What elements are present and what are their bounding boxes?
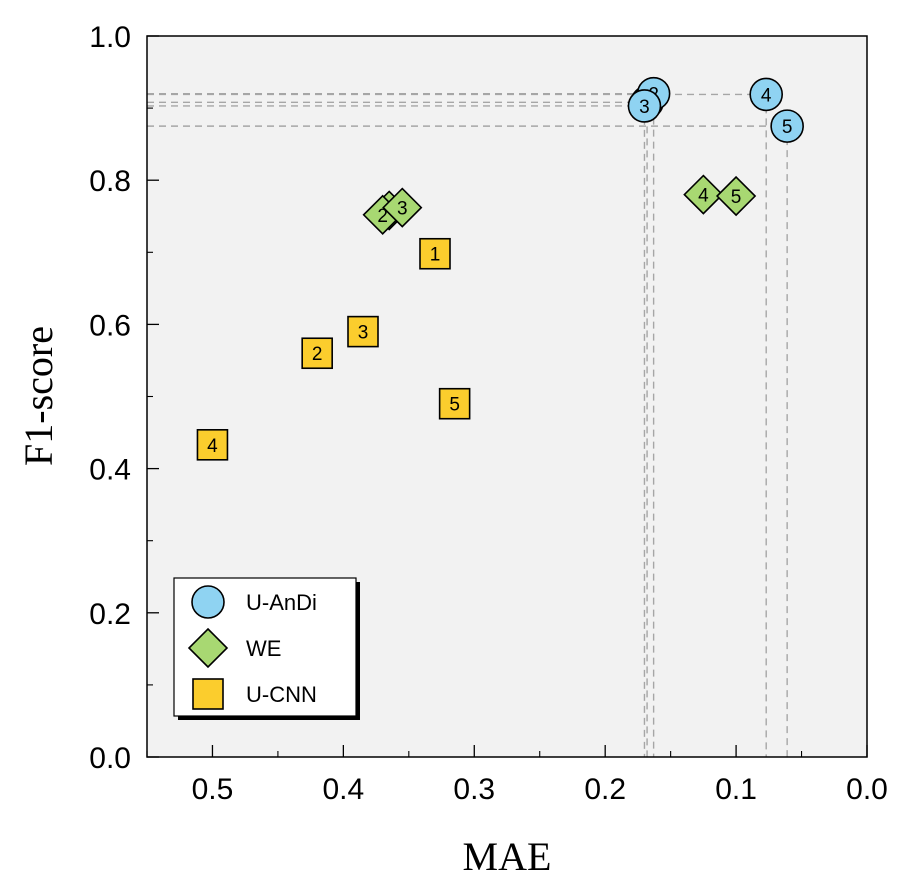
- legend-label: U-AnDi: [246, 590, 317, 615]
- data-point-label: 5: [782, 117, 793, 138]
- legend: U-AnDi WE U-CNN: [173, 577, 360, 720]
- x-tick-label: 0.2: [584, 773, 626, 806]
- data-point-diamond: [715, 175, 757, 217]
- y-tick-label: 0.8: [89, 165, 131, 198]
- data-point-label: 2: [377, 206, 388, 227]
- x-tick-label: 0.3: [453, 773, 495, 806]
- data-point-diamond: [382, 187, 423, 228]
- legend-shadow: [356, 582, 360, 720]
- data-point-label: 3: [397, 199, 408, 220]
- data-point-circle: [749, 77, 784, 112]
- data-point-circle: [627, 89, 662, 123]
- data-point-label: 1: [430, 245, 441, 266]
- legend-label: WE: [246, 636, 281, 661]
- x-tick-label: 0.4: [323, 773, 365, 806]
- data-point-label: 4: [207, 436, 218, 457]
- y-tick-label: 0.2: [89, 598, 131, 631]
- data-point-label: 5: [449, 395, 460, 416]
- x-axis-title: MAE: [463, 834, 552, 879]
- legend-marker-square: [192, 678, 224, 710]
- data-point-square: [301, 337, 333, 370]
- x-tick-label: 0.1: [715, 773, 757, 806]
- data-point-square: [347, 315, 379, 348]
- legend-shadow-bottom: [178, 716, 360, 720]
- axis-ticks: 0.5 0.4 0.3 0.2 0.1 0.0 0.0 0.2 0.4 0.6 0.8 1.0: [89, 21, 888, 806]
- y-tick-label: 0.6: [89, 309, 131, 342]
- data-point-square: [438, 387, 471, 420]
- legend-marker-circle: [191, 585, 225, 619]
- legend-label: U-CNN: [246, 682, 317, 707]
- data-point-circle: [770, 109, 804, 143]
- data-point-diamond: [683, 174, 724, 215]
- data-point-square: [196, 429, 229, 461]
- legend-marker-diamond: [187, 627, 229, 669]
- y-tick-label: 0.0: [89, 742, 131, 775]
- data-point-label: 2: [312, 344, 323, 365]
- x-tick-label: 0.5: [192, 773, 234, 806]
- data-point-square: [419, 237, 451, 270]
- data-point-label: 4: [698, 186, 709, 207]
- data-marks: 123451234512345: [196, 76, 804, 461]
- y-tick-label: 1.0: [89, 21, 131, 54]
- y-axis-title: F1-score: [16, 326, 61, 466]
- x-tick-label: 0.0: [846, 773, 888, 806]
- guide-lines: [147, 92, 788, 757]
- series-u-cnn: 1 2 3 4 5: [196, 237, 471, 461]
- data-point-label: 5: [731, 187, 742, 208]
- data-point-label: 3: [639, 97, 650, 118]
- y-tick-label: 0.4: [89, 454, 131, 487]
- data-point-label: 3: [358, 323, 369, 344]
- data-point-label: 4: [761, 85, 772, 106]
